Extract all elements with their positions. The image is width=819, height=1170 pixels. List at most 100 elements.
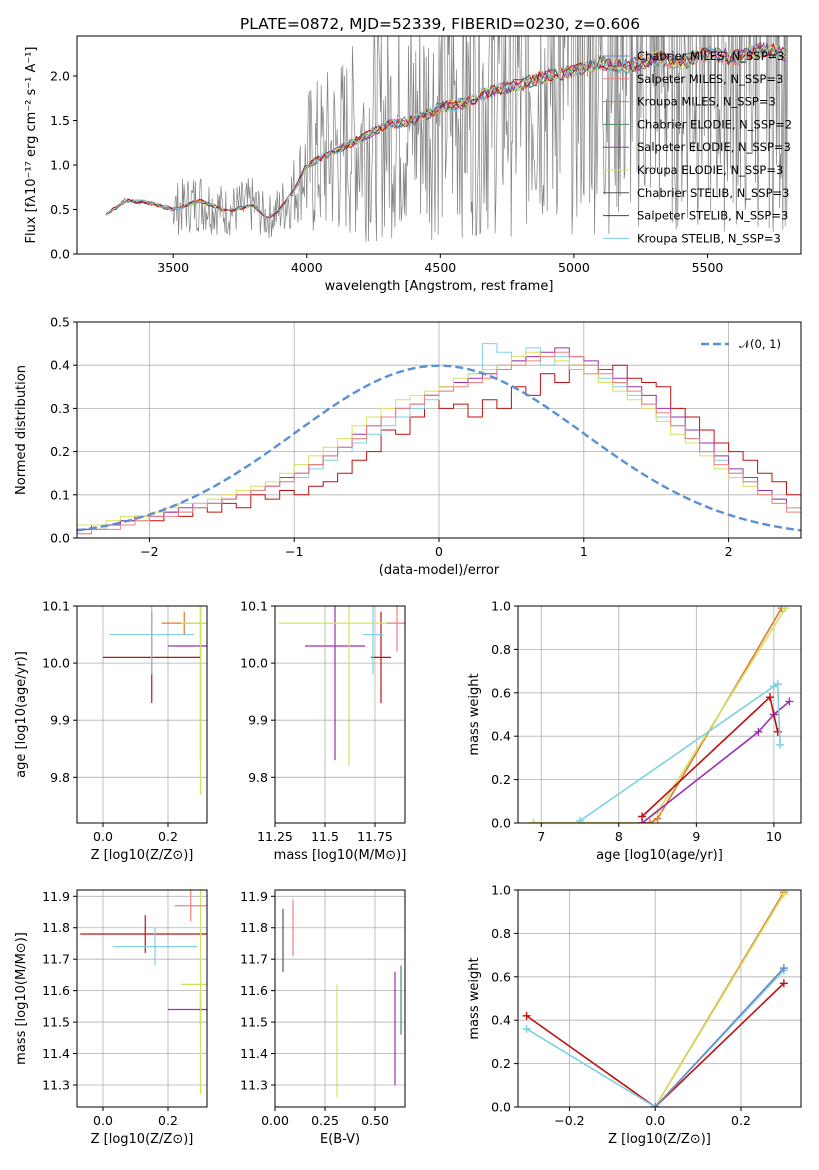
x-axis-label: E(B-V) [320, 1132, 360, 1147]
legend-label: Chabrier ELODIE, N_SSP=2 [637, 117, 792, 131]
histogram-step [77, 364, 801, 530]
series-marker [779, 890, 788, 899]
series-marker [765, 693, 774, 702]
x-tick-label: 11.25 [257, 829, 293, 844]
y-tick-label: 1.0 [491, 883, 511, 898]
series-marker [522, 1024, 531, 1033]
x-tick-label: 0.0 [645, 1113, 665, 1128]
y-tick-label: 9.8 [50, 770, 70, 785]
y-tick-label: 0.4 [50, 358, 70, 373]
errorbar-point [181, 606, 207, 795]
figure-title: PLATE=0872, MJD=52339, FIBERID=0230, z=0… [240, 15, 640, 33]
y-tick-label: 1.0 [491, 599, 511, 614]
plot-area [77, 606, 207, 823]
plot-area [77, 322, 801, 538]
series-marker [779, 964, 788, 973]
errorbar-point [387, 606, 405, 652]
x-tick-label: 5000 [558, 260, 590, 275]
x-axis-label: wavelength [Angstrom, rest frame] [325, 279, 554, 294]
x-tick-label: 0.2 [158, 1113, 178, 1128]
errorbar-point [109, 606, 194, 675]
y-tick-label: 11.4 [42, 1046, 70, 1061]
y-tick-label: 2.0 [50, 69, 70, 84]
y-tick-label: 11.6 [240, 983, 268, 998]
x-tick-label: 5500 [692, 260, 724, 275]
series-marker [522, 1011, 531, 1020]
series-marker [773, 680, 782, 689]
y-tick-label: 10.0 [42, 656, 70, 671]
histogram-step [77, 351, 801, 535]
x-axis-label: Z [log10(Z/Z⊙)] [91, 848, 194, 863]
series-marker [638, 812, 647, 821]
x-axis-label: Z [log10(Z/Z⊙)] [608, 1132, 711, 1147]
x-tick-label: 0.00 [261, 1113, 289, 1128]
y-axis-label: mass weight [467, 957, 482, 1039]
y-tick-label: 9.8 [248, 770, 268, 785]
x-tick-label: 3500 [157, 260, 189, 275]
legend-label: Salpeter STELIB, N_SSP=3 [637, 209, 788, 223]
y-tick-label: 0.4 [491, 1013, 511, 1028]
axes-frame [76, 889, 208, 1108]
series-marker [776, 740, 785, 749]
x-tick-label: 10 [766, 829, 782, 844]
y-axis-label: Flux [fλ10⁻¹⁷ erg cm⁻² s⁻¹ A⁻¹] [24, 47, 39, 244]
errorbar-point [112, 927, 198, 966]
x-tick-label: 0.25 [311, 1113, 339, 1128]
series-marker [779, 979, 788, 988]
axes-frame [76, 35, 802, 255]
x-tick-label: 11.75 [357, 829, 393, 844]
series-line [526, 982, 785, 1107]
y-tick-label: 1.0 [50, 158, 70, 173]
errorbar-point [363, 606, 383, 675]
x-tick-label: 7 [537, 829, 545, 844]
y-tick-label: 11.3 [42, 1077, 70, 1092]
y-tick-label: 11.7 [240, 952, 268, 967]
axes-frame [274, 889, 406, 1108]
x-tick-label: 8 [615, 829, 623, 844]
x-axis-label: age [log10(age/yr)] [596, 848, 723, 863]
series-line [641, 700, 790, 823]
panel-residuals: 𝒩(0, 1) −2 −1 0 1 2 0.0 0.1 0.2 0.3 0.4 0.5 (data-mo… [14, 315, 802, 578]
panel-age-vs-Z: 0.0 0.2 9.8 9.9 10.0 10.1 Z [log10(Z/Z⊙)] age [… [14, 599, 208, 863]
plot-area [518, 890, 801, 1107]
y-tick-label: 10.1 [42, 599, 70, 614]
x-tick-label: 0.2 [158, 829, 178, 844]
y-tick-label: 0.5 [50, 202, 70, 217]
panel-age-vs-mass: 11.25 11.5 11.75 9.8 9.9 10.0 10.1 mass [log10(… [240, 599, 406, 864]
panel-mass-vs-Z: 0.0 0.2 11.3 11.4 11.5 11.6 11.7 11.8 11.9 Z [log… [14, 889, 208, 1147]
panel-weight-vs-Z: −0.2 0.0 0.2 0.0 0.2 0.4 0.6 0.8 1.0 Z [log10(Z/Z… [467, 883, 802, 1147]
axes-frame [274, 605, 406, 824]
y-tick-label: 11.3 [240, 1077, 268, 1092]
y-tick-label: 0.8 [491, 926, 511, 941]
y-tick-label: 0.4 [491, 729, 511, 744]
x-tick-label: 4500 [424, 260, 456, 275]
y-tick-label: 11.8 [42, 920, 70, 935]
y-tick-label: 11.9 [240, 889, 268, 904]
y-axis-label: mass weight [467, 673, 482, 755]
x-tick-label: 9 [692, 829, 700, 844]
x-tick-label: 4000 [291, 260, 323, 275]
y-tick-label: 11.7 [42, 952, 70, 967]
series-line [654, 967, 785, 1107]
series-line [526, 969, 785, 1107]
x-tick-label: 0.50 [361, 1113, 389, 1128]
plot-area [275, 606, 405, 823]
series-marker [785, 697, 794, 706]
errorbar-point [181, 890, 207, 1095]
x-tick-label: 2 [725, 544, 733, 559]
legend-label: 𝒩(0, 1) [739, 337, 781, 351]
series-line [106, 42, 787, 219]
y-tick-label: 11.5 [42, 1015, 70, 1030]
y-tick-label: 11.4 [240, 1046, 268, 1061]
axes-frame [76, 605, 208, 824]
series-marker [529, 819, 538, 823]
y-tick-label: 0.0 [491, 1100, 511, 1115]
y-tick-label: 10.1 [240, 599, 268, 614]
y-tick-label: 0.0 [50, 247, 70, 262]
series-marker [645, 819, 654, 823]
histogram-step [77, 351, 801, 526]
errorbar-point [174, 890, 207, 922]
legend-label: Salpeter MILES, N_SSP=3 [637, 72, 783, 86]
plot-area [518, 606, 801, 823]
